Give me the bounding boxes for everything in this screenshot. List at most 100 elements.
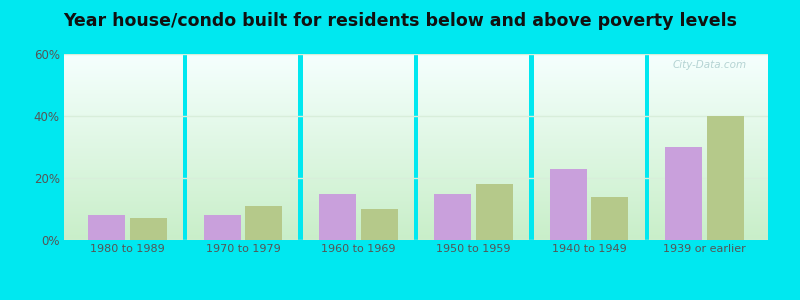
Bar [183, 54, 187, 240]
Bar [64, 124, 768, 125]
Bar [64, 236, 768, 237]
Bar [64, 66, 768, 67]
Bar [64, 142, 768, 143]
Bar [64, 119, 768, 120]
Bar [529, 54, 534, 240]
Bar [64, 114, 768, 115]
Bar [64, 54, 768, 55]
Bar [64, 207, 768, 208]
Bar [64, 128, 768, 129]
Bar [64, 98, 768, 99]
Bar [64, 198, 768, 199]
Bar [64, 99, 768, 100]
Bar [64, 62, 768, 63]
Bar [64, 78, 768, 79]
Bar [64, 123, 768, 124]
Bar [64, 96, 768, 97]
Bar [64, 121, 768, 122]
Bar [64, 192, 768, 193]
Bar [64, 172, 768, 173]
Bar [64, 177, 768, 178]
Bar [64, 106, 768, 107]
Bar [64, 199, 768, 200]
Bar [64, 136, 768, 137]
Bar [64, 118, 768, 119]
Bar [64, 72, 768, 73]
Bar [64, 127, 768, 128]
Bar [64, 137, 768, 138]
Bar [64, 225, 768, 226]
Bar [64, 170, 768, 171]
Bar [64, 104, 768, 105]
Bar [64, 69, 768, 70]
Bar [64, 97, 768, 98]
Bar [64, 190, 768, 191]
Bar [64, 227, 768, 228]
Bar [64, 214, 768, 215]
Bar [64, 205, 768, 206]
Bar [64, 162, 768, 163]
Bar [64, 120, 768, 121]
Bar [64, 173, 768, 174]
Bar [64, 180, 768, 181]
Bar [64, 141, 768, 142]
Bar [64, 70, 768, 71]
Bar [64, 158, 768, 159]
Bar [64, 95, 768, 96]
Bar [64, 108, 768, 109]
Bar [64, 100, 768, 101]
Bar [64, 110, 768, 111]
Bar [64, 231, 768, 232]
Bar [64, 57, 768, 58]
Bar [64, 63, 768, 64]
Bar [64, 143, 768, 144]
Bar [64, 140, 768, 141]
Bar [64, 86, 768, 87]
Bar [64, 160, 768, 161]
Bar [64, 203, 768, 204]
Bar [64, 193, 768, 194]
Bar [64, 82, 768, 83]
Bar [64, 179, 768, 180]
Bar [64, 239, 768, 240]
Bar [64, 224, 768, 225]
Bar [64, 77, 768, 78]
Bar [64, 80, 768, 81]
Bar [64, 59, 768, 60]
Bar [245, 206, 282, 240]
Bar [64, 210, 768, 211]
Bar [666, 147, 702, 240]
Bar [64, 105, 768, 106]
Bar [64, 184, 768, 185]
Bar [64, 146, 768, 147]
Bar [64, 156, 768, 157]
Bar [64, 129, 768, 130]
Bar [64, 196, 768, 197]
Bar [64, 164, 768, 165]
Bar [204, 215, 241, 240]
Bar [64, 181, 768, 182]
Text: City-Data.com: City-Data.com [673, 60, 747, 70]
Bar [64, 87, 768, 88]
Bar [64, 157, 768, 158]
Bar [64, 130, 768, 131]
Bar [64, 103, 768, 104]
Bar [64, 145, 768, 146]
Bar [64, 175, 768, 176]
Bar [64, 220, 768, 221]
Bar [64, 126, 768, 127]
Bar [64, 221, 768, 222]
Bar [88, 215, 125, 240]
Bar [64, 101, 768, 102]
Bar [64, 76, 768, 77]
Bar [64, 58, 768, 59]
Bar [591, 196, 628, 240]
Bar [64, 138, 768, 139]
Bar [64, 74, 768, 75]
Bar [64, 64, 768, 65]
Bar [64, 168, 768, 169]
Bar [64, 117, 768, 118]
Bar [64, 134, 768, 135]
Bar [434, 194, 471, 240]
Bar [64, 197, 768, 198]
